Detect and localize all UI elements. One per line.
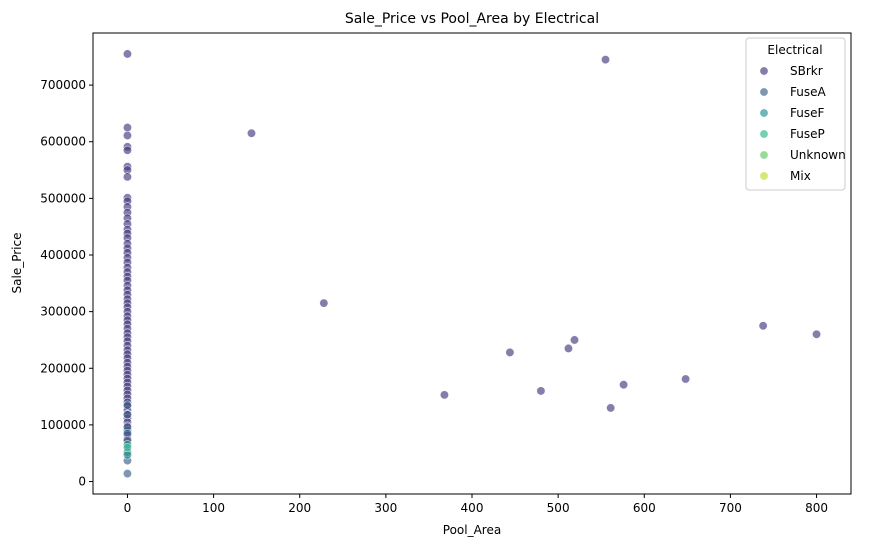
series-fusep — [122, 443, 132, 453]
x-tick-label: 400 — [461, 501, 484, 515]
legend-marker — [759, 150, 769, 160]
series-sbrkr — [122, 49, 822, 444]
x-tick-label: 0 — [124, 501, 132, 515]
data-point — [122, 123, 132, 133]
legend-label: Unknown — [790, 148, 846, 162]
y-tick-label: 600000 — [40, 135, 86, 149]
legend: Electrical SBrkr FuseA FuseF FuseP Unknown Mi… — [745, 37, 846, 191]
data-point — [319, 298, 329, 308]
data-point — [246, 128, 256, 138]
legend-marker — [759, 87, 769, 97]
y-tick-label: 300000 — [40, 305, 86, 319]
data-point — [122, 400, 132, 410]
data-point — [681, 374, 691, 384]
y-axis: 0 100000 200000 300000 400000 500000 600000 700… — [40, 78, 93, 489]
data-point — [122, 469, 132, 479]
legend-label: FuseF — [790, 106, 824, 120]
data-point — [601, 55, 611, 65]
y-tick-label: 400000 — [40, 248, 86, 262]
x-tick-label: 600 — [633, 501, 656, 515]
y-tick-label: 700000 — [40, 78, 86, 92]
y-axis-label: Sale_Price — [10, 233, 24, 294]
x-tick-label: 500 — [547, 501, 570, 515]
legend-label: Mix — [790, 169, 811, 183]
x-tick-label: 800 — [805, 501, 828, 515]
data-point — [812, 329, 822, 339]
legend-items: SBrkr FuseA FuseF FuseP Unknown Mix — [759, 64, 846, 183]
data-point — [536, 386, 546, 396]
data-point — [606, 403, 616, 413]
data-point — [122, 443, 132, 453]
x-axis: 0 100 200 300 400 500 600 700 800 — [124, 494, 828, 515]
series-fusea — [122, 400, 132, 479]
plot-frame — [92, 32, 852, 495]
legend-marker — [759, 108, 769, 118]
x-tick-label: 300 — [374, 501, 397, 515]
data-point — [122, 49, 132, 59]
y-tick-label: 100000 — [40, 418, 86, 432]
data-point — [570, 335, 580, 345]
y-tick-label: 200000 — [40, 361, 86, 375]
x-axis-label: Pool_Area — [443, 523, 501, 537]
x-tick-label: 200 — [288, 501, 311, 515]
data-point — [122, 172, 132, 182]
data-point — [122, 145, 132, 155]
legend-marker — [759, 129, 769, 139]
data-point — [619, 380, 629, 390]
legend-marker — [759, 171, 769, 181]
data-point — [563, 343, 573, 353]
y-tick-label: 500000 — [40, 191, 86, 205]
data-point — [439, 390, 449, 400]
legend-title: Electrical — [767, 43, 822, 57]
legend-box — [745, 37, 846, 191]
data-point — [505, 347, 515, 357]
x-tick-label: 700 — [719, 501, 742, 515]
data-point — [122, 410, 132, 420]
legend-label: FuseP — [790, 127, 825, 141]
legend-marker — [759, 66, 769, 76]
plot-area — [122, 49, 822, 479]
legend-label: SBrkr — [790, 64, 823, 78]
y-tick-label: 0 — [78, 475, 86, 489]
x-tick-label: 100 — [202, 501, 225, 515]
legend-label: FuseA — [790, 85, 826, 99]
chart-title: Sale_Price vs Pool_Area by Electrical — [345, 11, 599, 27]
data-point — [122, 131, 132, 141]
data-point — [758, 321, 768, 331]
